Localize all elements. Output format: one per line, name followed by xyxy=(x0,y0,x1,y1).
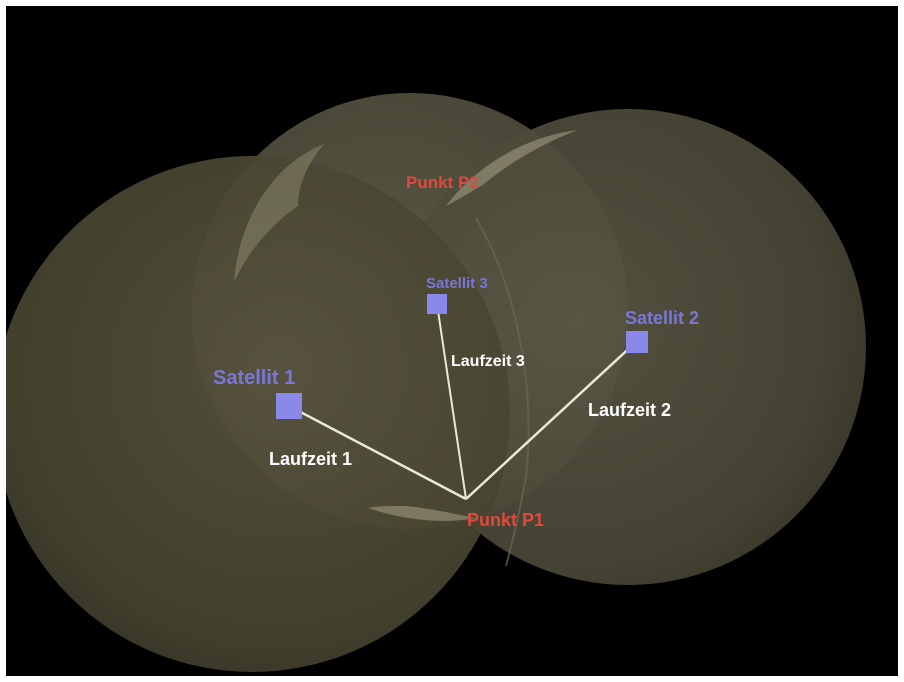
travel-line-2 xyxy=(465,341,637,500)
intersection-seam xyxy=(475,217,530,567)
satellite-1-marker xyxy=(276,393,302,419)
point-p2-label: Punkt P2 xyxy=(406,173,479,192)
point-p1-label: Punkt P1 xyxy=(467,510,544,530)
satellite-2-label: Satellit 2 xyxy=(625,308,699,328)
travel-time-2-label: Laufzeit 2 xyxy=(588,400,671,420)
travel-line-3 xyxy=(436,303,467,500)
intersection-arc-upper xyxy=(234,144,324,282)
gps-trilateration-diagram: Satellit 1 Satellit 2 Satellit 3 Laufzei… xyxy=(6,93,866,672)
satellite-2-marker xyxy=(626,331,648,353)
intersection-arc-lower xyxy=(368,506,476,521)
satellite-1-label: Satellit 1 xyxy=(213,367,295,389)
satellite-3-label: Satellit 3 xyxy=(426,275,488,292)
travel-time-1-label: Laufzeit 1 xyxy=(269,449,352,469)
travel-time-3-label: Laufzeit 3 xyxy=(451,353,525,370)
satellite-3-marker xyxy=(427,294,447,314)
travel-line-1 xyxy=(288,404,467,501)
sphere-satellite-1 xyxy=(6,156,510,672)
intersection-arc-top xyxy=(446,130,578,206)
diagram-canvas: Satellit 1 Satellit 2 Satellit 3 Laufzei… xyxy=(6,6,898,676)
